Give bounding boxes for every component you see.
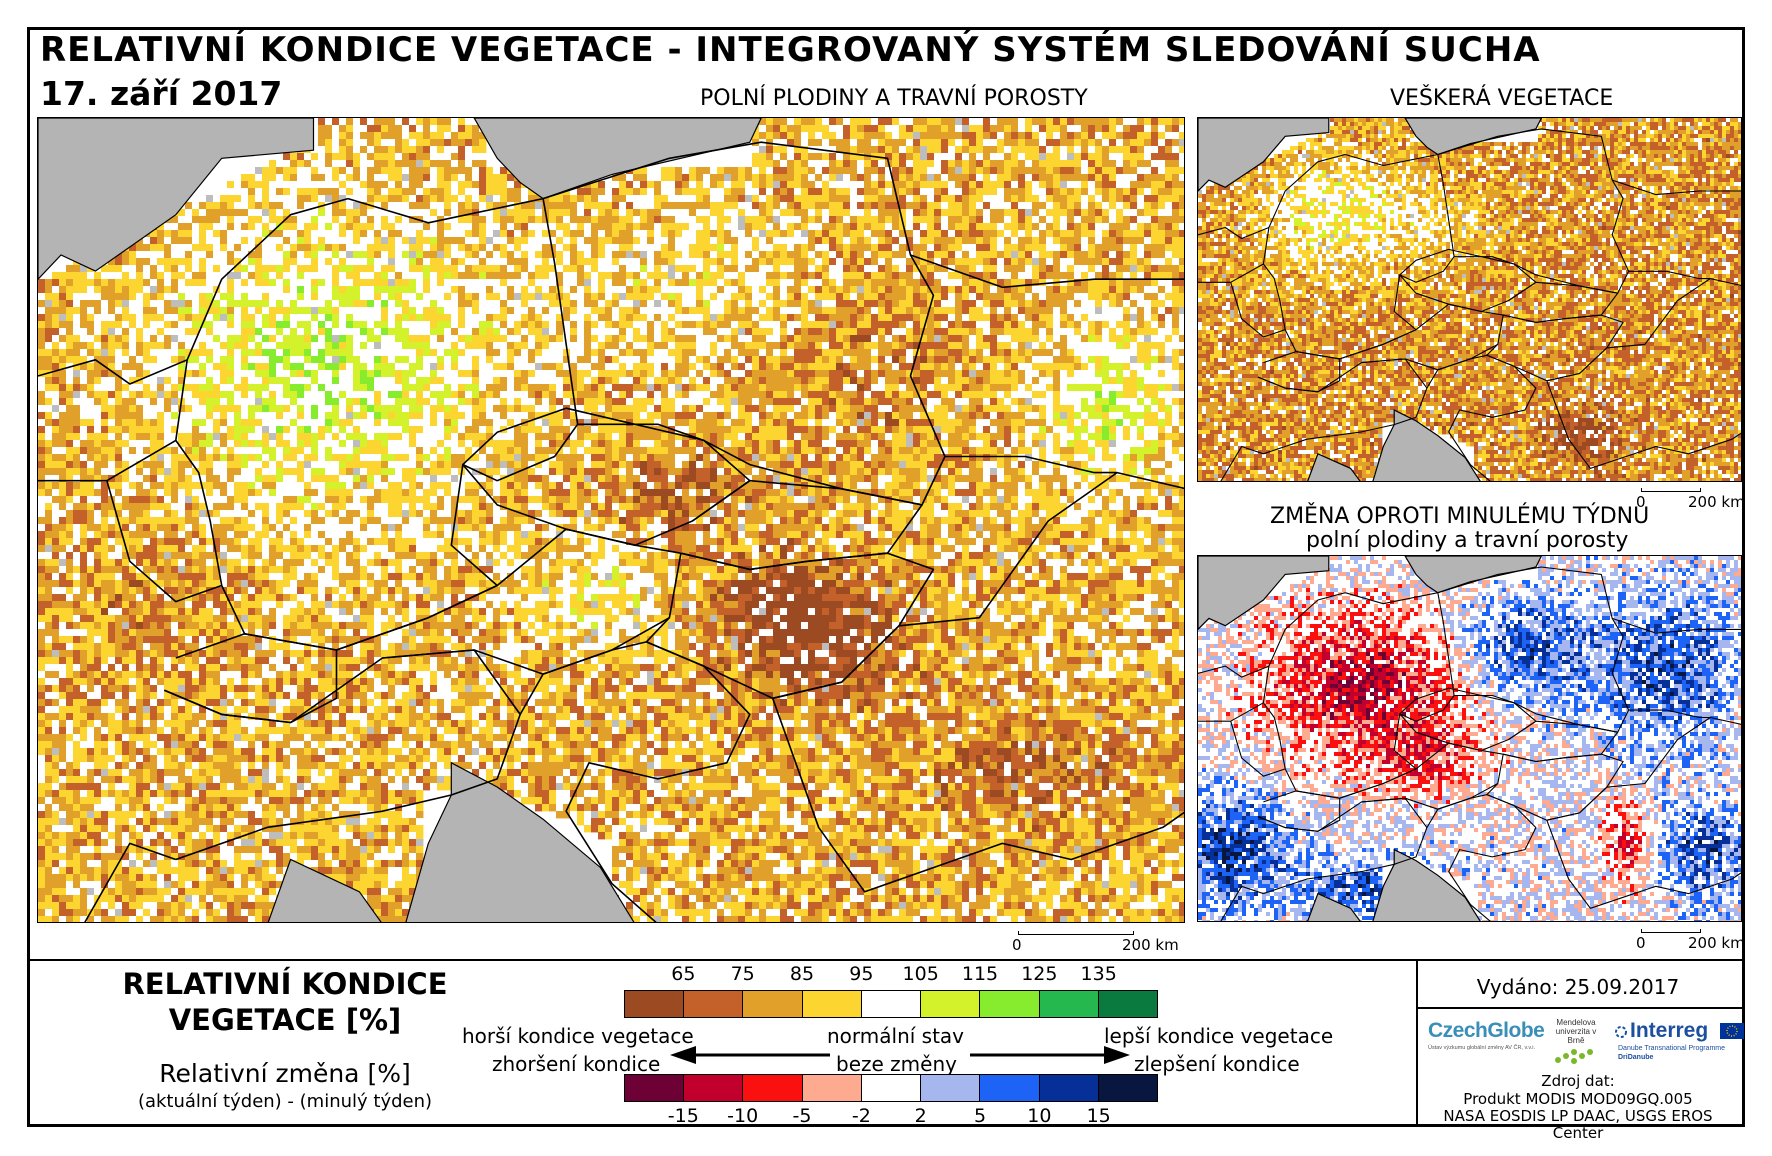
interreg-swirl-icon [1615,1026,1627,1038]
legend-separator [27,959,1745,961]
scalebar-zero: 0 [1636,493,1646,511]
footer-separator [1416,959,1418,1127]
scalebar-zero: 0 [1636,934,1646,952]
scalebar-change: 0 200 km [1636,926,1746,952]
colorbar-tick-label: -10 [713,1105,773,1127]
mendel-dots-icon [1555,1049,1593,1064]
map-date: 17. září 2017 [40,74,282,113]
czechglobe-logo: CzechGlobe Ústav výzkumu globální změny … [1428,1019,1545,1069]
colorbar-tick-label: 105 [891,963,951,985]
colorbar-swatch [920,1075,980,1101]
worse-label: horší kondice vegetace [462,1024,694,1048]
scalebar-end: 200 km [1688,493,1745,511]
colorbar-swatch [979,991,1039,1017]
colorbar-swatch [1097,1075,1157,1101]
scalebar-all-veg: 0 200 km [1636,485,1746,511]
colorbar-swatch [625,991,684,1017]
change-map [1197,555,1742,922]
colorbar-tick-label: 125 [1009,963,1069,985]
colorbar-swatch [979,1075,1039,1101]
legend-change-sub: (aktuální týden) - (minulý týden) [70,1091,500,1112]
colorbar-swatch [920,991,980,1017]
colorbar-swatch [1038,1075,1098,1101]
colorbar-swatch [683,1075,743,1101]
colorbar-tick-label: 65 [653,963,713,985]
colorbar-tick-label: 95 [831,963,891,985]
issued-separator [1416,1007,1745,1009]
colorbar-tick-label: -5 [772,1105,832,1127]
all-vegetation-map-canvas [1198,118,1741,481]
colorbar-swatch [1038,991,1098,1017]
source-label: Zdroj dat: [1418,1073,1738,1090]
colorbar-tick-label: 85 [772,963,832,985]
colorbar-swatch [860,1075,921,1101]
all-vegetation-title: VEŠKERÁ VEGETACE [1390,86,1613,111]
all-vegetation-map [1197,117,1742,482]
scalebar-end: 200 km [1122,936,1179,954]
colorbar-swatch [625,1075,684,1101]
colorbar-swatch [742,991,802,1017]
main-condition-map [37,117,1185,923]
direction-arrows [670,1046,1130,1064]
colorbar-tick-label: 115 [950,963,1010,985]
improving-label: zlepšení kondice [1134,1052,1300,1076]
colorbar-swatch [742,1075,802,1101]
legend-change-label: Relativní změna [%] [70,1059,500,1088]
colorbar-tick-label: 2 [891,1105,951,1127]
better-label: lepší kondice vegetace [1104,1024,1333,1048]
issued-date: Vydáno: 25.09.2017 [1418,975,1738,999]
change-map-subtitle: polní plodiny a travní porosty [1306,528,1628,553]
condition-map-canvas [38,118,1184,922]
colorbar-tick-label: 5 [950,1105,1010,1127]
no-change-label: beze změny [836,1052,957,1076]
source-provider: NASA EOSDIS LP DAAC, USGS EROS Center [1418,1108,1738,1142]
source-product: Produkt MODIS MOD09GQ.005 [1418,1091,1738,1108]
colorbar-swatch [801,1075,861,1101]
scalebar-zero: 0 [1012,936,1022,954]
condition-colorbar [624,990,1158,1018]
colorbar-tick-label: -15 [653,1105,713,1127]
scalebar-end: 200 km [1688,934,1745,952]
normal-label: normální stav [827,1024,964,1048]
arrow-right-icon [970,1046,1130,1064]
legend-title: RELATIVNÍ KONDICE VEGETACE [%] [70,966,500,1038]
change-map-canvas [1198,556,1741,921]
colorbar-swatch [860,991,921,1017]
worsening-label: zhoršení kondice [492,1052,660,1076]
colorbar-tick-label: 10 [1009,1105,1069,1127]
colorbar-swatch [801,991,861,1017]
colorbar-tick-label: -2 [831,1105,891,1127]
main-map-title: POLNÍ PLODINY A TRAVNÍ POROSTY [700,86,1088,111]
arrow-left-icon [670,1046,830,1064]
change-colorbar [624,1074,1158,1102]
change-map-title: ZMĚNA OPROTI MINULÉMU TÝDNU [1270,504,1649,529]
colorbar-swatch [683,991,743,1017]
scalebar-main: 0 200 km [1012,927,1182,954]
colorbar-tick-label: 75 [713,963,773,985]
colorbar-tick-label: 135 [1069,963,1129,985]
colorbar-swatch [1097,991,1157,1017]
colorbar-tick-label: 15 [1069,1105,1129,1127]
page-title: RELATIVNÍ KONDICE VEGETACE - INTEGROVANÝ… [40,30,1541,70]
mendel-logo: Mendelova univerzita v Brně [1548,1018,1604,1068]
interreg-logo: Interreg Danube Transnational Programme … [1614,1019,1744,1069]
eu-flag-icon [1720,1023,1744,1039]
